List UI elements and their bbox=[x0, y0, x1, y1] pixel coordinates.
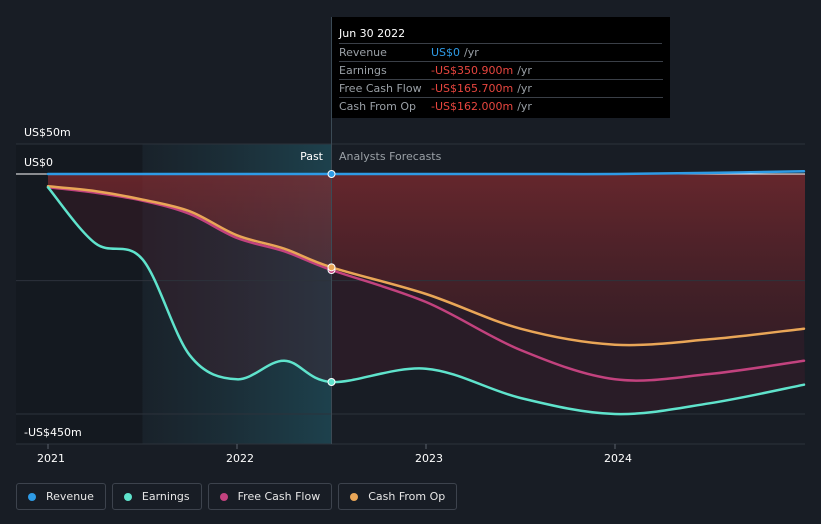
tooltip-label: Cash From Op bbox=[339, 100, 417, 113]
tooltip-unit: /yr bbox=[517, 82, 532, 95]
legend-item-earnings[interactable]: Earnings bbox=[111, 483, 202, 510]
x-tick-label-2022: 2022 bbox=[226, 452, 254, 465]
legend-dot-icon bbox=[123, 492, 132, 501]
tooltip-value: US$0 bbox=[431, 46, 461, 59]
legend-item-free-cash-flow[interactable]: Free Cash Flow bbox=[207, 483, 333, 510]
series-line-earnings bbox=[46, 186, 806, 416]
data-point-revenue bbox=[327, 170, 336, 178]
tooltip-label: Earnings bbox=[339, 64, 387, 77]
tooltip: Jun 30 2022 Revenue US$0 /yr Earnings -U… bbox=[332, 17, 670, 118]
legend-label: Free Cash Flow bbox=[237, 490, 321, 503]
earnings-band-fill bbox=[48, 186, 805, 415]
tooltip-row-revenue: Revenue US$0 /yr bbox=[339, 44, 663, 62]
legend-dot-icon bbox=[28, 492, 36, 501]
y-tick-label-zero: US$0 bbox=[24, 156, 53, 169]
tooltip-unit: /yr bbox=[464, 46, 479, 59]
legend-label: Earnings bbox=[141, 490, 190, 503]
tooltip-date: Jun 30 2022 bbox=[339, 23, 662, 44]
tooltip-row-fcf: Free Cash Flow -US$165.700m /yr bbox=[339, 80, 663, 98]
series-line-revenue bbox=[46, 170, 806, 176]
data-point-cash-from-op bbox=[327, 263, 336, 272]
section-label-past: Past bbox=[300, 150, 324, 163]
tooltip-row-earnings: Earnings -US$350.900m /yr bbox=[339, 62, 663, 80]
legend-label: Revenue bbox=[46, 490, 94, 503]
negative-area-fill bbox=[48, 174, 805, 346]
section-label-forecast: Analysts Forecasts bbox=[339, 150, 442, 163]
x-tick-label-2024: 2024 bbox=[604, 452, 632, 465]
tooltip-value: -US$165.700m bbox=[431, 82, 514, 95]
legend-dot-icon bbox=[350, 492, 359, 501]
y-tick-label-top: US$50m bbox=[24, 126, 71, 139]
legend-dot-icon bbox=[219, 492, 228, 501]
x-tick-label-2021: 2021 bbox=[37, 452, 65, 465]
legend-label: Cash From Op bbox=[368, 490, 446, 503]
tooltip-unit: /yr bbox=[517, 100, 532, 113]
legend-item-cash-from-op[interactable]: Cash From Op bbox=[338, 483, 458, 510]
tooltip-value: -US$162.000m bbox=[431, 100, 514, 113]
data-point-earnings bbox=[327, 378, 336, 386]
tooltip-value: -US$350.900m bbox=[431, 64, 514, 77]
legend-item-revenue[interactable]: Revenue bbox=[16, 483, 106, 510]
tooltip-label: Free Cash Flow bbox=[339, 82, 422, 95]
tooltip-unit: /yr bbox=[517, 64, 532, 77]
tooltip-row-cfo: Cash From Op -US$162.000m /yr bbox=[339, 98, 663, 115]
legend: Revenue Earnings Free Cash Flow Cash Fro… bbox=[16, 483, 458, 510]
y-tick-label-bottom: -US$450m bbox=[24, 426, 82, 439]
x-tick-label-2023: 2023 bbox=[415, 452, 443, 465]
tooltip-label: Revenue bbox=[339, 46, 387, 59]
